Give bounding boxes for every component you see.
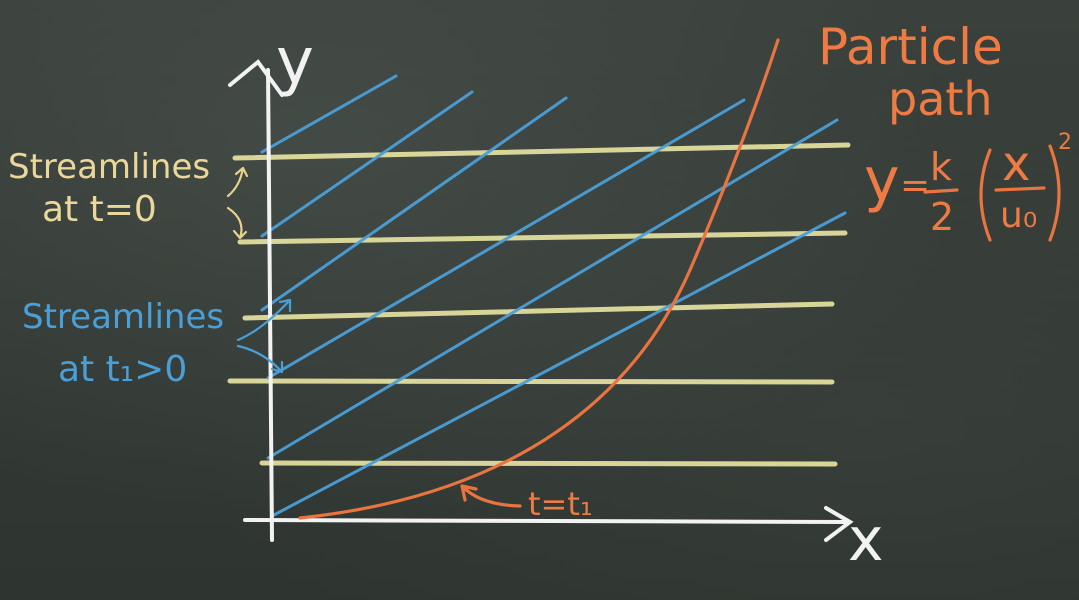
axes xyxy=(228,59,854,542)
equation-paren-den: u₀ xyxy=(1000,195,1038,236)
streamline-t1 xyxy=(260,74,398,154)
streamline-t1 xyxy=(266,118,839,460)
equation-fraction-bar xyxy=(923,188,959,194)
streamline-t0 xyxy=(242,301,835,321)
equation-frac-num: k xyxy=(930,145,953,189)
x-axis-label: x xyxy=(848,505,884,575)
y-axis-label: y xyxy=(276,25,314,99)
particle-path-curve xyxy=(298,38,780,520)
streamlines-t0-label-line1: Streamlines xyxy=(8,147,211,187)
equation-frac-den: 2 xyxy=(930,195,955,239)
streamline-t0 xyxy=(232,142,851,161)
y-axis xyxy=(266,68,274,542)
streamline-t0-pointer xyxy=(226,206,248,240)
streamlines-t1-label-line1: Streamlines xyxy=(22,297,225,337)
equation-equals: = xyxy=(900,165,931,206)
streamline-t1 xyxy=(270,211,847,518)
equation-lhs: y xyxy=(864,145,900,215)
equation-paren-num: x xyxy=(1002,136,1031,192)
time-label: t=t₁ xyxy=(528,485,593,523)
equation-fraction-bar xyxy=(994,186,1046,192)
streamlines-t0-label-line2: at t=0 xyxy=(42,189,157,230)
streamline-t1-pointer xyxy=(236,344,284,374)
streamline-t0 xyxy=(237,230,848,245)
x-axis xyxy=(243,518,850,524)
streamline-t1 xyxy=(260,96,568,312)
x-axis-arrowhead xyxy=(824,506,854,542)
streamlines-t1 xyxy=(260,74,847,518)
equation-exponent: 2 xyxy=(1058,130,1072,155)
particle-path-label-line1: Particle xyxy=(818,18,1003,76)
time-label-arrow xyxy=(460,484,522,508)
streamline-t1-pointer xyxy=(236,298,292,342)
streamline-t1 xyxy=(260,90,474,238)
streamline-t0-pointer xyxy=(226,166,249,198)
streamline-t0 xyxy=(259,460,838,467)
streamline-t1 xyxy=(266,98,746,380)
equation-right-paren xyxy=(1048,144,1061,242)
y-axis-arrowhead xyxy=(228,59,284,97)
streamlines-t0 xyxy=(227,142,851,467)
streamline-t0 xyxy=(227,378,835,385)
equation-left-paren xyxy=(979,148,992,242)
particle-path-label-line2: path xyxy=(888,72,993,126)
streamlines-t1-label-line2: at t₁>0 xyxy=(58,349,188,390)
